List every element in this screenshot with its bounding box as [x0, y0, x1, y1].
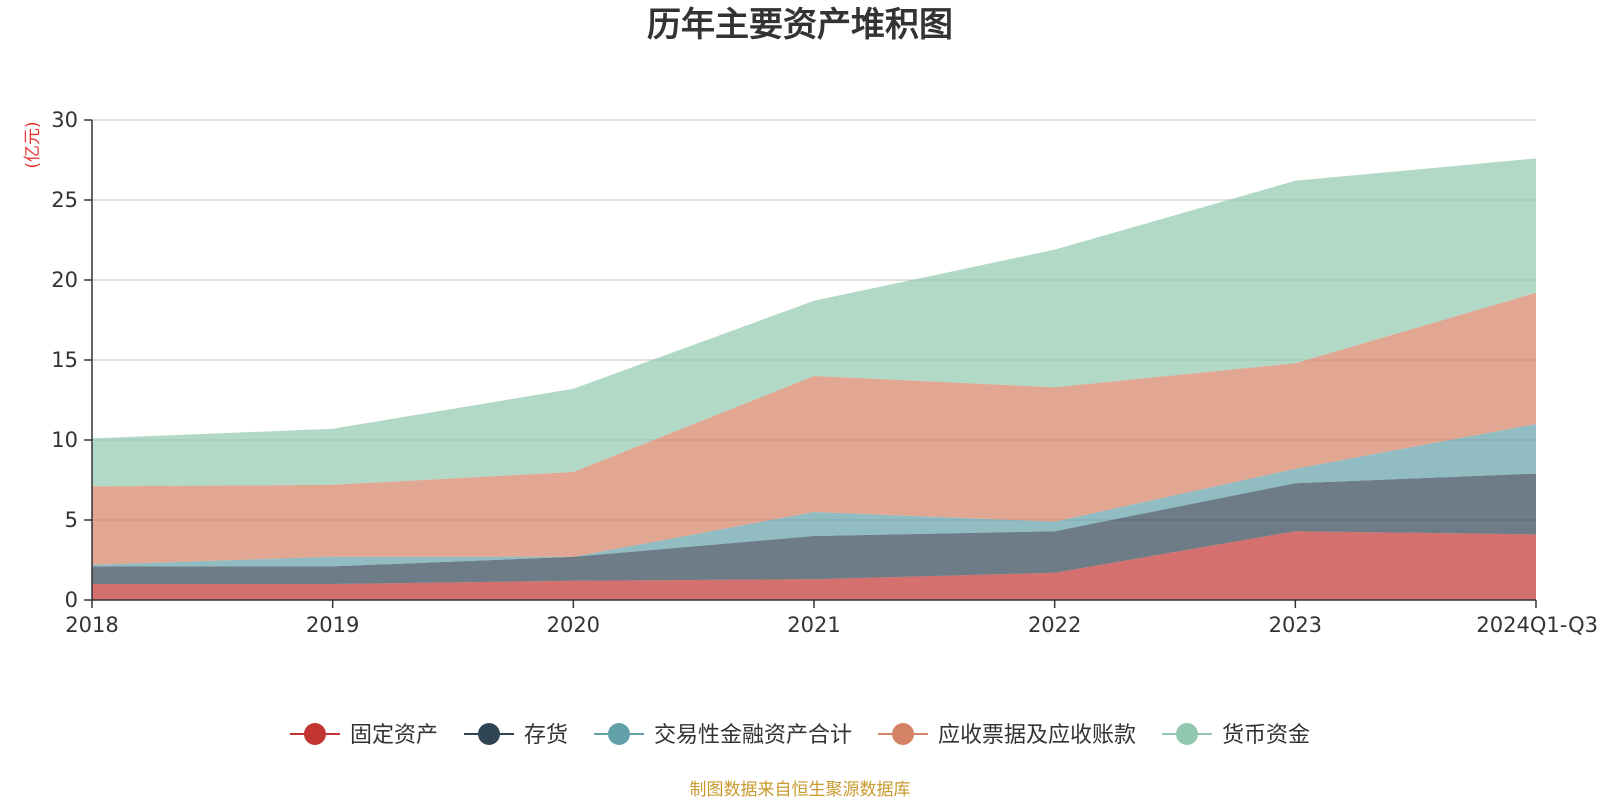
legend-marker-0 [303, 723, 326, 745]
x-tick-label-3: 2021 [787, 613, 840, 637]
legend-item-4[interactable]: 货币资金 [1162, 723, 1310, 748]
legend-marker-1 [477, 723, 500, 745]
legend-label-0: 固定资产 [350, 723, 438, 748]
legend-item-0[interactable]: 固定资产 [289, 723, 438, 748]
x-tick-label-2: 2020 [547, 613, 600, 637]
y-tick-label-10: 10 [51, 428, 78, 452]
legend-item-1[interactable]: 存货 [463, 723, 568, 748]
chart-title: 历年主要资产堆积图 [647, 5, 953, 45]
axes: 0 5 10 15 20 25 30 2018 2019 2020 2021 2022 2023 2024… [51, 108, 1598, 637]
y-tick-label-15: 15 [51, 348, 78, 372]
y-tick-label-0: 0 [65, 588, 78, 612]
x-tick-label-1: 2019 [306, 613, 359, 637]
y-axis-unit-label: (亿元) [23, 121, 43, 168]
legend-marker-4 [1176, 723, 1199, 745]
legend-marker-2 [607, 723, 630, 745]
y-tick-label-30: 30 [51, 108, 78, 132]
legend[interactable]: 固定资产 存货 交易性金融资产合计 应收票据及应收账款 货币资金 [289, 723, 1310, 748]
x-tick-label-4: 2022 [1028, 613, 1081, 637]
area-series-4 [92, 158, 1536, 487]
legend-item-3[interactable]: 应收票据及应收账款 [878, 723, 1136, 748]
legend-label-4: 货币资金 [1222, 723, 1310, 748]
area-series-3 [92, 292, 1536, 565]
legend-item-2[interactable]: 交易性金融资产合计 [593, 723, 852, 748]
x-tick-label-0: 2018 [65, 613, 118, 637]
data-source-note: 制图数据来自恒生聚源数据库 [690, 780, 911, 800]
legend-label-1: 存货 [524, 723, 568, 748]
series-areas [92, 158, 1536, 600]
legend-label-2: 交易性金融资产合计 [654, 723, 852, 748]
area-series-1 [92, 473, 1536, 584]
x-tick-label-5: 2023 [1269, 613, 1322, 637]
legend-marker-3 [892, 723, 915, 745]
y-tick-label-5: 5 [65, 508, 78, 532]
area-series-0 [92, 531, 1536, 600]
y-tick-label-25: 25 [51, 188, 78, 212]
y-tick-label-20: 20 [51, 268, 78, 292]
x-tick-label-6: 2024Q1-Q3 [1476, 613, 1598, 637]
legend-label-3: 应收票据及应收账款 [938, 723, 1136, 748]
